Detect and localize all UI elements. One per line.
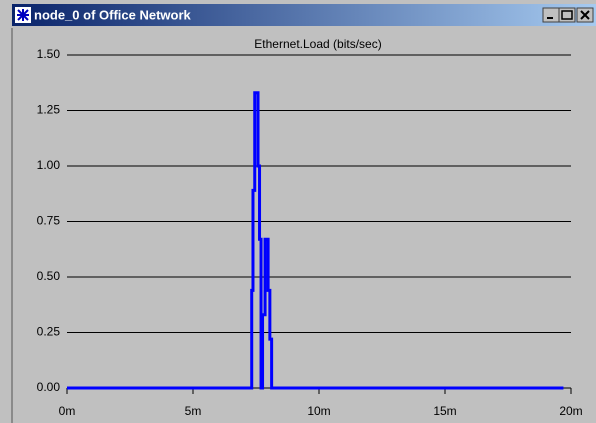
y-tick-label: 0.50 [37,269,61,283]
window-icon [15,7,31,23]
y-tick-label: 0.00 [37,380,61,394]
x-tick-label: 10m [307,404,330,418]
y-tick-label: 1.50 [37,47,61,61]
x-tick-label: 5m [185,404,202,418]
y-tick-label: 1.00 [37,158,61,172]
y-tick-label: 0.75 [37,214,61,228]
x-tick-label: 15m [433,404,456,418]
data-line [67,91,564,390]
close-button[interactable] [576,7,594,23]
y-tick-label: 1.25 [37,103,61,117]
window-title: node_0 of Office Network [34,7,192,22]
x-tick-label: 20m [559,404,582,418]
x-tick-label: 0m [59,404,76,418]
title-bar [12,4,596,26]
chart-title: Ethernet.Load (bits/sec) [254,37,381,51]
maximize-button[interactable] [558,7,576,23]
y-tick-label: 0.25 [37,325,61,339]
minimize-button[interactable] [542,7,560,23]
